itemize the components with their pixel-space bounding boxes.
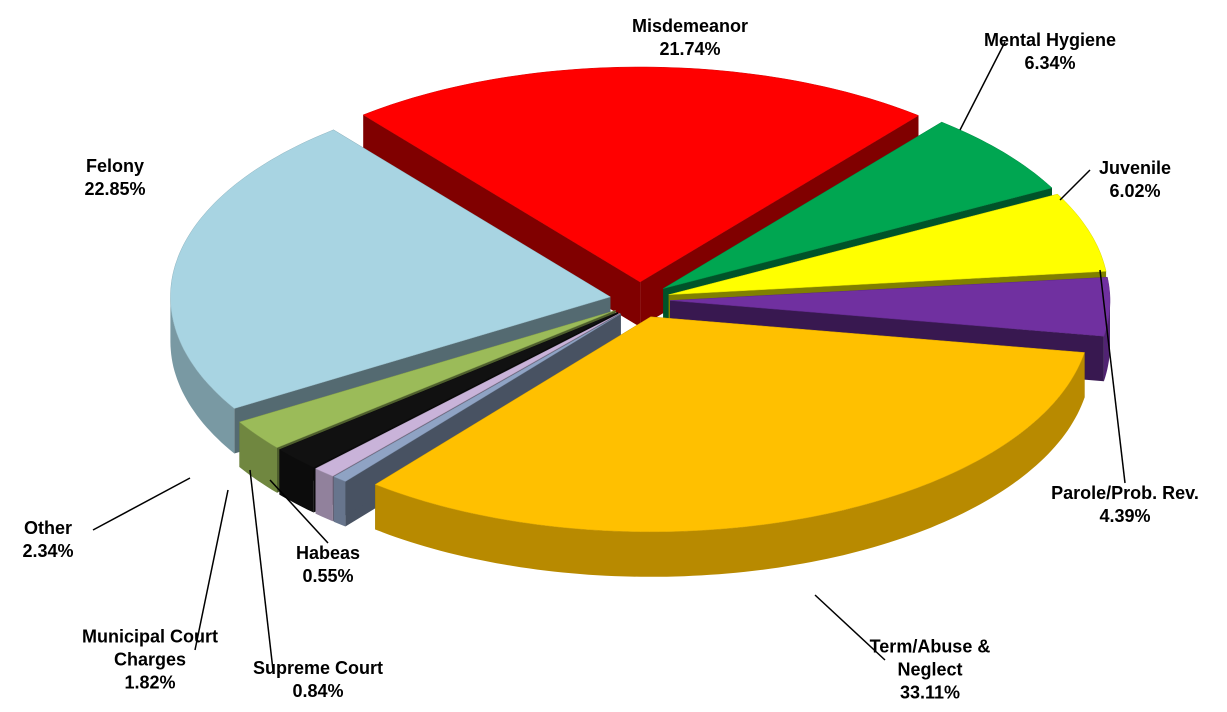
slice-side [279, 449, 314, 513]
label-value: 21.74% [659, 39, 721, 59]
slice-side [170, 296, 235, 454]
label-name: Supreme Court [252, 658, 384, 678]
leader-line [269, 479, 329, 544]
slice-label: Term/Abuse & Neglect 33.11% [840, 636, 1020, 705]
leader-line [92, 477, 191, 531]
label-value: 4.39% [1099, 506, 1151, 526]
slice-label: Supreme Court 0.84% [218, 657, 418, 703]
slice-side [375, 352, 1085, 577]
slice-label: Felony 22.85% [15, 155, 215, 201]
leader-line [194, 489, 229, 651]
label-value: 0.55% [302, 566, 354, 586]
slice-top [362, 66, 920, 283]
slice-top [669, 276, 1111, 337]
label-name: Habeas [295, 543, 361, 563]
slice-label: Other 2.34% [0, 517, 148, 563]
label-value: 6.02% [1109, 181, 1161, 201]
slice-top [278, 312, 619, 468]
leader-line [959, 41, 1006, 131]
leader-line [1059, 169, 1091, 201]
label-value: 6.34% [1024, 53, 1076, 73]
slice-top [663, 121, 1053, 289]
slice-label: Habeas 0.55% [238, 542, 418, 588]
slice-label: Misdemeanor 21.74% [590, 15, 790, 61]
slice-label: Juvenile 6.02% [1035, 157, 1227, 203]
label-value: 2.34% [22, 541, 74, 561]
label-name: Felony [85, 156, 144, 176]
slice-side [333, 476, 346, 527]
slice-top [668, 193, 1107, 295]
slice [374, 316, 1085, 577]
label-name: Mental Hygiene [983, 30, 1117, 50]
slice-top [170, 129, 612, 409]
label-value: 22.85% [84, 179, 146, 199]
leader-line [814, 594, 886, 661]
slice-side [239, 422, 277, 493]
leader-line [1099, 269, 1126, 484]
label-name: Other [23, 518, 72, 538]
slice-top [314, 313, 620, 477]
slice-label: Mental Hygiene 6.34% [950, 29, 1150, 75]
label-name: Juvenile [1098, 158, 1172, 178]
label-name: Parole/Prob. Rev. [1051, 483, 1199, 503]
slice-top [374, 316, 1085, 533]
label-value: 33.11% [899, 682, 961, 703]
slice-side [1103, 300, 1110, 382]
slice-top [333, 313, 621, 482]
slice-label: Parole/Prob. Rev. 4.39% [1015, 482, 1227, 528]
label-name: Misdemeanor [631, 16, 749, 36]
label-value: 0.84% [292, 681, 344, 701]
slice-side [315, 468, 333, 522]
slice-top [238, 310, 616, 448]
leader-line [249, 469, 274, 671]
label-name: Municipal Court Charges [82, 626, 218, 670]
label-value: 1.82% [124, 672, 176, 693]
slice-label: Municipal Court Charges 1.82% [50, 626, 250, 695]
label-name: Term/Abuse & Neglect [869, 636, 991, 680]
